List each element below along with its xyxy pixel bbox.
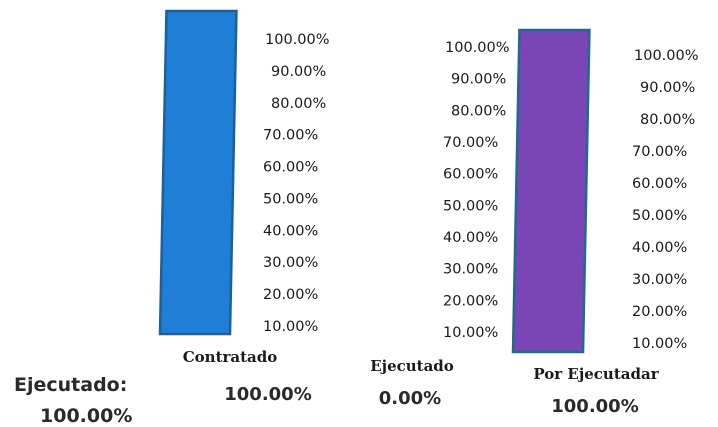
labels-layer: Contratado 100.00% Ejecutado 0.00% Por Ejecu… — [183, 348, 660, 417]
value-label: 0.00% — [379, 388, 441, 409]
tick-label: 20.00% — [443, 293, 498, 309]
tick-label: 60.00% — [263, 160, 318, 176]
tick-label: 70.00% — [443, 135, 498, 151]
category-label: Por Ejecutadar — [533, 365, 659, 383]
tick-label: 10.00% — [443, 325, 498, 341]
tick-label: 10.00% — [632, 336, 687, 352]
tick-label: 40.00% — [632, 240, 687, 256]
bar-contratado — [158, 9, 238, 336]
tick-label: 70.00% — [263, 128, 318, 144]
summary-label: Ejecutado: — [14, 374, 127, 396]
bars-layer — [158, 9, 591, 354]
tick-label: 80.00% — [451, 103, 506, 119]
tick-label: 30.00% — [632, 272, 687, 288]
value-label: 100.00% — [551, 396, 639, 417]
tick-label: 60.00% — [443, 167, 498, 183]
tick-label: 10.00% — [263, 319, 318, 335]
tick-label: 70.00% — [632, 144, 687, 160]
value-label: 100.00% — [224, 384, 312, 405]
category-label: Ejecutado — [370, 357, 454, 375]
tick-label: 80.00% — [640, 112, 695, 128]
tick-label: 80.00% — [271, 96, 326, 112]
tick-label: 40.00% — [443, 230, 498, 246]
ticks-layer: 100.00% 90.00% 80.00% 70.00% 60.00% 50.00% 40.… — [263, 32, 699, 352]
tick-label: 60.00% — [632, 176, 687, 192]
category-label: Contratado — [183, 348, 278, 366]
tick-label: 90.00% — [451, 72, 506, 88]
tick-label: 50.00% — [263, 191, 318, 207]
tick-label: 90.00% — [640, 80, 695, 96]
bar-por-ejecutadar — [511, 28, 591, 354]
tick-label: 50.00% — [632, 208, 687, 224]
summary-value: 100.00% — [40, 405, 132, 427]
tick-label: 30.00% — [263, 255, 318, 271]
tick-label: 30.00% — [443, 262, 498, 278]
tick-label: 20.00% — [632, 304, 687, 320]
tick-label: 20.00% — [263, 287, 318, 303]
tick-label: 40.00% — [263, 223, 318, 239]
tick-label: 100.00% — [634, 48, 699, 64]
tick-label: 100.00% — [445, 40, 510, 56]
tick-label: 90.00% — [271, 64, 326, 80]
tick-label: 100.00% — [265, 32, 330, 48]
tick-label: 50.00% — [443, 198, 498, 214]
